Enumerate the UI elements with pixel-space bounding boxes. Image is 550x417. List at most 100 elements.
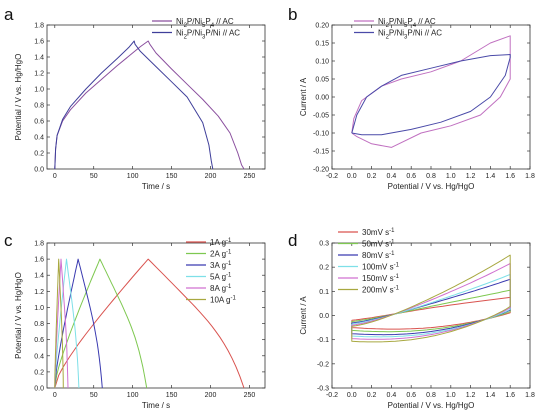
x-tick-label: 0.6 <box>406 173 416 180</box>
x-tick-label: 0.8 <box>426 392 436 399</box>
y-tick-label: 1.4 <box>34 273 44 280</box>
series-line <box>351 35 511 148</box>
series-line <box>54 258 148 389</box>
legend-label: Ni2P/Ni5P4 // AC <box>378 17 436 29</box>
y-tick-label: 1.6 <box>34 39 44 46</box>
y-tick-label: 0.05 <box>315 77 329 84</box>
y-tick-label: 0.10 <box>315 59 329 66</box>
y-tick-label: 1.0 <box>34 305 44 312</box>
x-tick-label: -0.2 <box>326 173 338 180</box>
series-line <box>351 296 511 330</box>
x-tick-label: -0.2 <box>326 392 338 399</box>
plot-frame <box>46 242 266 389</box>
y-tick-label: 0.00 <box>315 95 329 102</box>
x-tick-label: 0.0 <box>347 392 357 399</box>
x-axis-label: Time / s <box>142 401 170 410</box>
panel-a: a 0 50 100 150 200 250 0.0 0.2 0.4 0.6 0.8 1.0 1.2 1.4… <box>4 5 266 191</box>
x-tick-label: 1.8 <box>525 173 535 180</box>
series-line <box>54 258 69 389</box>
panel-b: b -0.2 0.0 0.2 0.4 0.6 0.8 1.0 1.2 1.4 1.6 1.8 -0.20… <box>288 5 535 191</box>
y-tick-label: 1.8 <box>34 23 44 30</box>
x-tick-label: 50 <box>90 392 98 399</box>
series-line <box>351 273 511 338</box>
x-tick-label: 1.4 <box>486 392 496 399</box>
y-tick-label: 0.0 <box>319 313 329 320</box>
y-tick-label: 0.6 <box>34 119 44 126</box>
legend-label: 200mV s-1 <box>362 286 400 295</box>
y-tick-label: 1.6 <box>34 257 44 264</box>
legend-label: 8A g-1 <box>210 284 232 293</box>
legend-label: 50mV s-1 <box>362 240 395 249</box>
x-tick-label: 0.6 <box>406 392 416 399</box>
x-tick-label: 0.0 <box>347 173 357 180</box>
x-tick-label: 0 <box>53 392 57 399</box>
y-tick-label: 0.0 <box>34 167 44 174</box>
x-axis-label: Potential / V vs. Hg/HgO <box>388 401 475 410</box>
x-tick-label: 0.2 <box>367 392 377 399</box>
y-tick-label: 1.2 <box>34 71 44 78</box>
panel-letter: c <box>4 231 13 250</box>
x-tick-label: 150 <box>166 392 178 399</box>
y-tick-label: -0.10 <box>313 131 329 138</box>
x-tick-label: 0.8 <box>426 173 436 180</box>
series-line <box>351 54 511 136</box>
y-axis-label: Potential / V vs. Hg/HgO <box>14 54 23 141</box>
series-line <box>54 258 103 389</box>
y-tick-label: -0.20 <box>313 167 329 174</box>
x-tick-label: 50 <box>90 173 98 180</box>
panel-letter: d <box>288 231 297 250</box>
y-tick-label: -0.2 <box>317 361 329 368</box>
legend-label: 10A g-1 <box>210 296 236 305</box>
legend-label: Ni2P/Ni3P/Ni // AC <box>378 29 442 41</box>
y-tick-label: 0.1 <box>319 289 329 296</box>
plot-frame <box>46 24 266 170</box>
x-tick-label: 1.2 <box>466 392 476 399</box>
y-tick-label: -0.1 <box>317 337 329 344</box>
y-tick-label: -0.15 <box>313 149 329 156</box>
x-tick-label: 100 <box>127 173 139 180</box>
x-tick-label: 250 <box>244 392 256 399</box>
legend-label: 150mV s-1 <box>362 274 400 283</box>
series-line <box>54 258 80 389</box>
x-tick-label: 1.0 <box>446 392 456 399</box>
y-tick-label: 0.15 <box>315 41 329 48</box>
y-axis-label: Current / A <box>299 77 308 116</box>
y-axis-label: Potential / V vs. Hg/HgO <box>14 272 23 359</box>
y-tick-label: -0.3 <box>317 386 329 393</box>
panel-d: d-0.2 0.0 0.2 0.4 0.6 0.8 1.0 1.2 1.4 1.6 1.8-0.3-… <box>288 228 535 410</box>
x-tick-label: 0 <box>53 173 57 180</box>
y-tick-label: 0.2 <box>34 369 44 376</box>
legend-label: Ni2P/Ni3P/Ni // AC <box>176 29 240 41</box>
y-tick-label: 1.0 <box>34 87 44 94</box>
y-axis-label: Current / A <box>299 296 308 335</box>
y-tick-label: 0.20 <box>315 23 329 30</box>
series-line <box>351 289 511 333</box>
y-tick-label: 0.4 <box>34 135 44 142</box>
y-tick-label: 1.4 <box>34 55 44 62</box>
x-axis-label: Time / s <box>142 182 170 191</box>
y-tick-label: 0.8 <box>34 321 44 328</box>
y-tick-label: 0.2 <box>319 265 329 272</box>
series-line <box>54 258 245 389</box>
y-tick-label: 0.6 <box>34 337 44 344</box>
legend-label: 5A g-1 <box>210 273 232 282</box>
x-tick-label: 1.4 <box>486 173 496 180</box>
x-tick-label: 1.0 <box>446 173 456 180</box>
legend-label: 100mV s-1 <box>362 263 400 272</box>
y-tick-label: 0.3 <box>319 241 329 248</box>
y-tick-label: 0.2 <box>34 151 44 158</box>
series-line <box>54 258 64 389</box>
legend-label: Ni2P/Ni5P4 // AC <box>176 17 234 29</box>
x-tick-label: 150 <box>166 173 178 180</box>
y-tick-label: 0.8 <box>34 103 44 110</box>
x-tick-label: 100 <box>127 392 139 399</box>
y-tick-label: 0.0 <box>34 386 44 393</box>
panel-letter: b <box>288 5 297 24</box>
x-tick-label: 1.6 <box>505 392 515 399</box>
series-line <box>54 40 214 170</box>
panel-c: c 0 50 100 150 200 250 0.0 0.2 0.4 0.6 0.8 1.0 1.2 1.4… <box>4 231 266 410</box>
x-tick-label: 1.2 <box>466 173 476 180</box>
x-tick-label: 0.4 <box>387 173 397 180</box>
x-axis-label: Potential / V vs. Hg/HgO <box>388 182 475 191</box>
